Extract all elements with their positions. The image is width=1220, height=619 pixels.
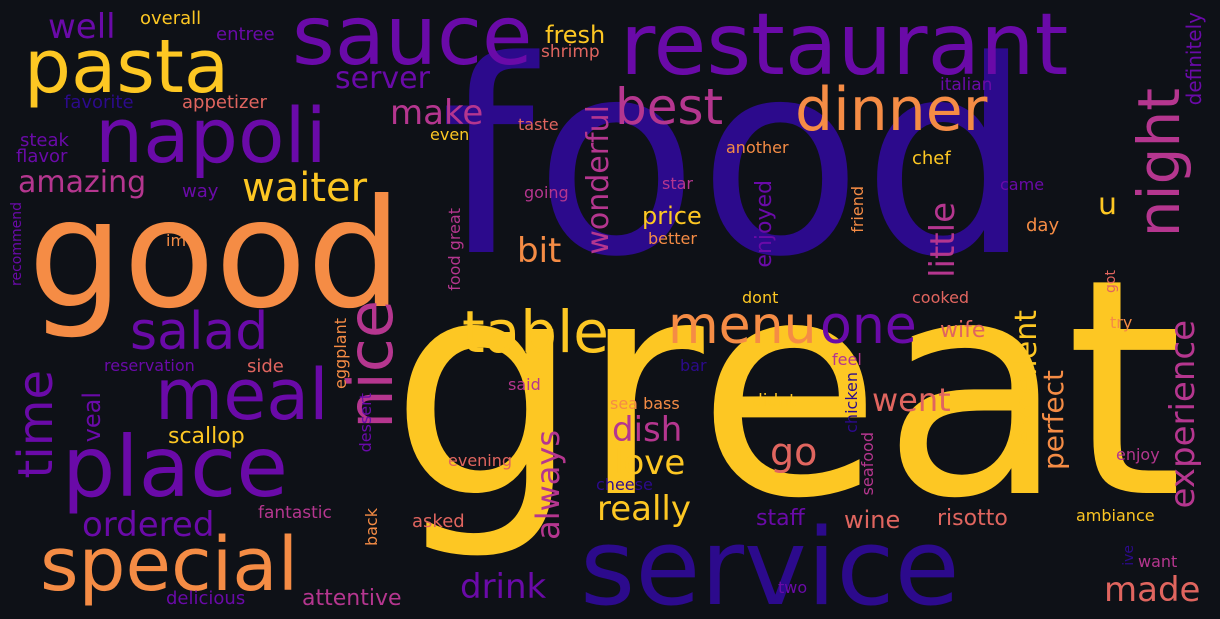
word: meal [155,354,329,436]
word: restaurant [620,0,1069,95]
word: sauce [292,0,533,84]
word: two [778,578,808,597]
word: bit [517,231,562,271]
word: food great [445,208,464,291]
word: special [40,522,299,608]
word: shrimp [541,42,600,62]
word: bar [680,356,707,375]
word: table [462,298,609,366]
word: menu [668,296,817,356]
word: good [28,168,402,342]
word: wife [940,318,986,343]
word: attentive [302,586,402,611]
word: napoli [95,91,327,180]
word: risotto [937,506,1008,531]
word: cooked [912,288,970,307]
word: came [1000,175,1045,194]
word: night [1125,88,1193,238]
word: ive [1121,545,1137,566]
word: enjoy [1116,445,1160,464]
word: fantastic [258,503,332,523]
word: said [508,375,541,394]
word: ambiance [1076,506,1155,525]
word: wine [844,506,901,534]
word: love [614,443,686,483]
word: dessert [356,393,375,453]
word: great [390,215,1184,564]
word: evening [448,451,513,470]
word: better [648,229,697,248]
word: even [430,125,470,144]
word: salad [130,302,269,362]
word: sea bass [610,394,680,413]
word: side [247,356,284,377]
word: really [597,489,691,529]
word: veal [78,392,106,443]
word: service [580,506,960,619]
word: drink [460,567,547,607]
word: taste [518,115,559,134]
word: best [615,78,724,136]
word: got [1103,270,1119,293]
word: seafood [858,432,877,496]
word: eggplant [331,318,350,389]
word: pasta [24,24,230,110]
word: food [440,4,1033,316]
word: im [166,231,187,250]
word: dish [612,410,683,450]
word: time [8,370,64,479]
word: friend [848,186,867,233]
word: back [362,508,381,547]
word: price [642,202,702,230]
word: made [1104,570,1201,610]
word: wonderful [581,105,616,255]
word: experience [1163,320,1203,509]
word: appetizer [182,92,267,113]
word: u [1098,187,1118,222]
word: always [529,430,567,540]
word: chef [912,148,951,169]
word: chicken [842,372,861,433]
word: favorite [64,92,134,113]
word: fresh [545,21,606,49]
word: waiter [242,165,368,211]
word: recommend [9,202,25,286]
word: way [182,181,219,202]
word: little [923,202,963,278]
word: amazing [18,165,147,200]
word: entree [216,24,275,45]
word: staff [756,506,805,531]
word: asked [412,511,465,532]
word: day [1026,215,1060,236]
word: make [390,93,484,133]
word: server [335,61,430,96]
word: well [48,7,116,47]
word: overall [140,8,202,29]
word: perfect [1037,370,1070,470]
word: try [1110,313,1133,332]
word: italian [940,75,993,95]
word: ordered [82,505,215,545]
word: go [770,430,818,474]
word: reservation [104,356,195,375]
word: another [726,138,789,157]
word: want [1138,552,1178,571]
word: one [820,296,917,356]
word: dinner [795,75,988,145]
word: delicious [166,588,246,609]
word: flavor [16,146,68,167]
word: scallop [168,424,245,449]
word: enjoyed [752,180,777,268]
word: feel [832,350,862,369]
word: going [524,183,569,202]
word: definitely [1182,12,1206,106]
word: cheese [596,475,653,494]
word: place [62,418,288,516]
word: went [872,381,951,419]
word: didnt [752,391,796,411]
word: dont [742,288,779,307]
word: steak [20,130,69,151]
word: star [662,174,693,193]
